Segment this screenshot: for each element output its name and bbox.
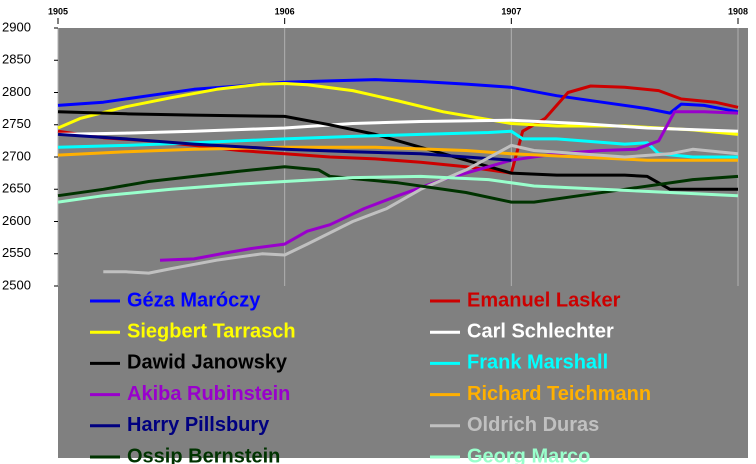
series-line	[57, 129, 738, 159]
legend-label: Carl Schlechter	[467, 320, 614, 342]
series-line	[57, 118, 739, 136]
legend-label: Emanuel Lasker	[467, 289, 621, 311]
legend-label: Frank Marshall	[467, 352, 608, 374]
y-tick-label: 2900	[2, 19, 31, 34]
legend-label: Ossip Bernstein	[127, 445, 280, 464]
y-tick-label: 2700	[2, 148, 31, 163]
legend-label: Richard Teichmann	[467, 383, 651, 405]
plot-background	[58, 28, 748, 458]
y-tick-label: 2650	[2, 181, 31, 196]
series-line	[57, 145, 738, 162]
y-tick-label: 2500	[2, 277, 31, 292]
legend-label: Georg Marco	[467, 445, 590, 464]
series-line	[57, 132, 512, 162]
y-tick-label: 2600	[2, 213, 31, 228]
series-line	[57, 165, 739, 204]
series-line	[57, 174, 739, 204]
series-line	[103, 143, 739, 275]
series-line	[57, 78, 739, 115]
x-tick-label: 1908	[728, 6, 748, 16]
legend-label: Akiba Rubinstein	[127, 383, 290, 405]
legend-label: Dawid Janowsky	[127, 352, 288, 374]
x-tick-label: 1907	[501, 6, 521, 16]
legend-label: Oldrich Duras	[467, 414, 599, 436]
y-tick-label: 2850	[2, 52, 31, 67]
legend-label: Géza Maróczy	[127, 289, 261, 311]
legend-label: Siegbert Tarrasch	[127, 320, 296, 342]
y-tick-label: 2750	[2, 116, 31, 131]
series-line	[57, 84, 739, 175]
series-line	[57, 110, 738, 191]
legend-label: Harry Pillsbury	[127, 414, 270, 436]
y-tick-label: 2800	[2, 84, 31, 99]
series-line	[57, 82, 739, 136]
x-tick-label: 1905	[48, 6, 68, 16]
x-tick-label: 1906	[275, 6, 295, 16]
y-tick-label: 2550	[2, 245, 31, 260]
